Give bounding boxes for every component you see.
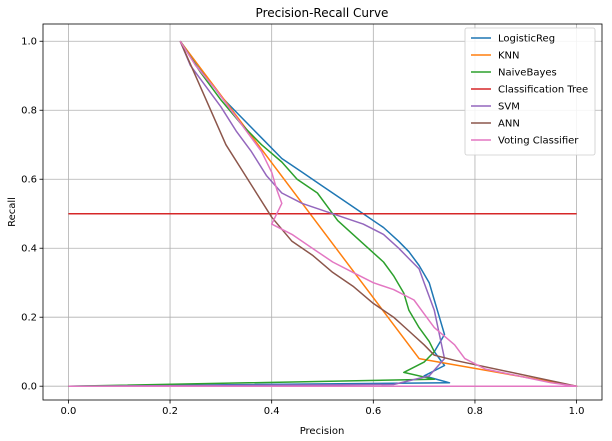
plot-frame <box>42 23 603 401</box>
x-tick-label: 0.8 <box>467 406 483 417</box>
y-axis-label: Recall <box>7 197 18 227</box>
legend-label-logisticreg: LogisticReg <box>498 34 555 45</box>
legend-box <box>464 27 596 156</box>
legend-label-voting-classifier: Voting Classifier <box>498 136 579 147</box>
y-tick-label: 0.2 <box>21 313 37 324</box>
series-line-ann <box>68 40 578 387</box>
legend-label-knn: KNN <box>498 51 520 62</box>
y-tick-label: 1.0 <box>21 37 37 48</box>
y-tick-label: 0.4 <box>21 244 37 255</box>
x-tick-label: 0.2 <box>162 406 178 417</box>
chart-title: Precision-Recall Curve <box>256 6 389 20</box>
y-tick-label: 0.8 <box>21 106 37 117</box>
x-tick-label: 1.0 <box>569 406 585 417</box>
x-tick-label: 0.4 <box>264 406 280 417</box>
legend-label-naivebayes: NaiveBayes <box>498 68 557 79</box>
series-line-voting-classifier <box>68 40 578 387</box>
series-line-naivebayes <box>68 40 436 387</box>
legend-label-ann: ANN <box>498 119 520 130</box>
x-tick-label: 0.6 <box>365 406 381 417</box>
y-tick-label: 0.0 <box>21 382 37 393</box>
x-axis-label: Precision <box>300 426 345 437</box>
y-tick-label: 0.6 <box>21 175 37 186</box>
series-layer <box>68 40 578 387</box>
legend-label-classification-tree: Classification Tree <box>498 85 588 96</box>
series-line-svm <box>68 40 446 387</box>
legend: LogisticReg KNN NaiveBayes Classification T… <box>464 27 596 156</box>
axis-ticks: 0.0 0.2 0.4 0.6 0.8 1.0 0.0 0.2 0.4 0.6 0.8 1.0 <box>21 37 584 417</box>
legend-label-svm: SVM <box>498 102 520 113</box>
x-tick-label: 0.0 <box>60 406 76 417</box>
